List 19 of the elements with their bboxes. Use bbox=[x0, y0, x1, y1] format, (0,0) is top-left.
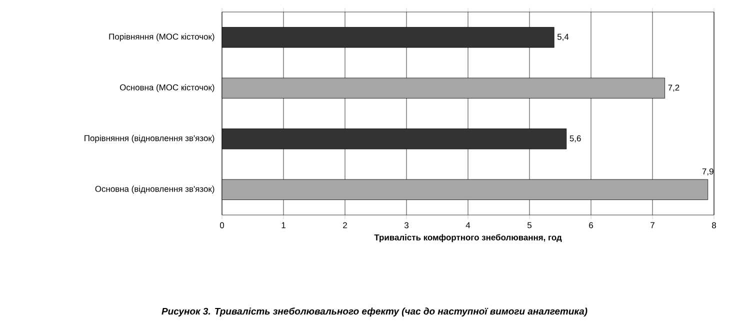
x-tick-label: 0 bbox=[220, 222, 224, 228]
x-tick-label: 6 bbox=[589, 222, 593, 228]
data-label: 7,2 bbox=[668, 84, 680, 92]
x-tick-label: 2 bbox=[343, 222, 347, 228]
y-tick-label: Порівняння (відновлення зв'язок) bbox=[84, 134, 214, 143]
x-axis-title: Тривалість комфортного знеболювання, год bbox=[374, 234, 562, 242]
x-tick-label: 1 bbox=[282, 222, 286, 228]
y-tick-label: Порівняння (МОС кісточок) bbox=[109, 33, 214, 42]
data-label: 5,6 bbox=[570, 135, 581, 142]
x-tick-label: 4 bbox=[466, 222, 470, 228]
y-tick-label: Основна (відновлення зв'язок) bbox=[95, 186, 214, 194]
y-tick-label: Основна (МОС кісточок) bbox=[120, 84, 214, 92]
x-tick-label: 3 bbox=[404, 222, 408, 228]
x-tick-label: 8 bbox=[712, 222, 716, 228]
data-label: 5,4 bbox=[557, 34, 569, 41]
x-tick-label: 5 bbox=[527, 222, 532, 228]
data-label: 7,9 bbox=[702, 168, 714, 176]
text: Рисунок 3. Тривалість знеболювального ефекту (час до наступної вимоги аналгетика) bbox=[162, 308, 588, 316]
x-tick-label: 7 bbox=[650, 222, 654, 228]
